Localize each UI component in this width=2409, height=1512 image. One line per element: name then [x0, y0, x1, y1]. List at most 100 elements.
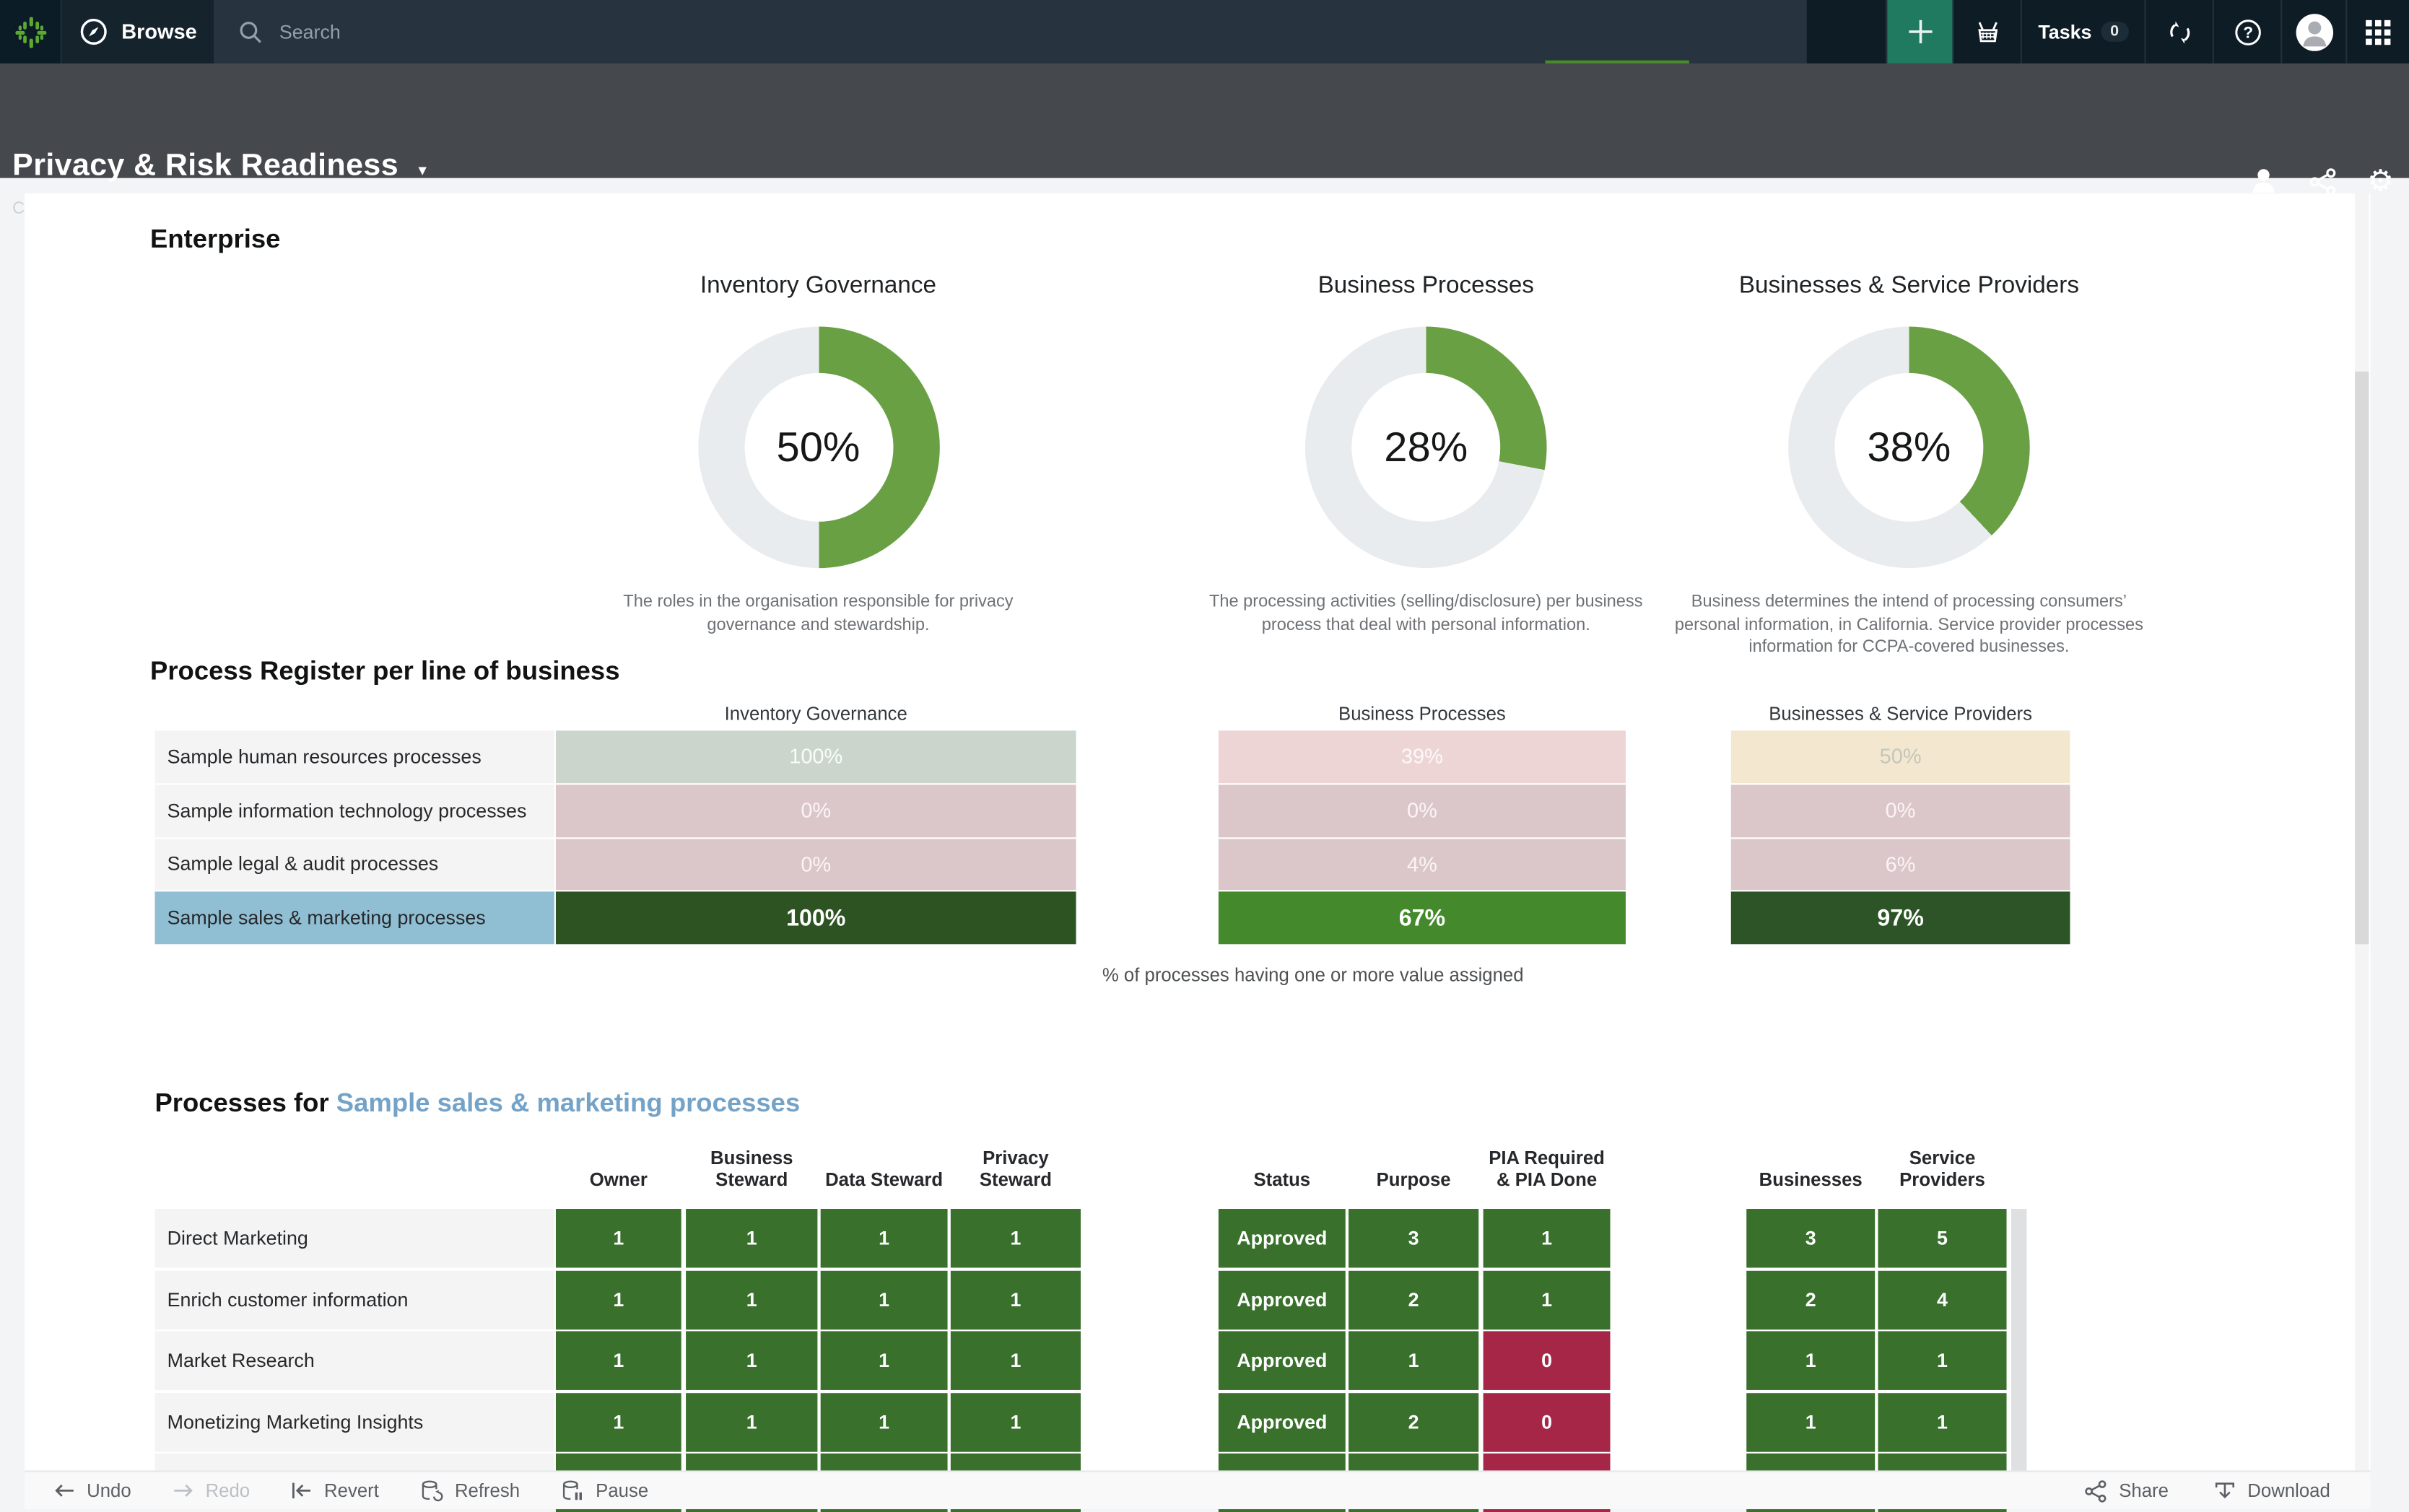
cell-businesses[interactable]: 1 [1746, 1331, 1876, 1390]
donut-chart-inventory-governance[interactable]: 50% [697, 326, 939, 569]
browse-button[interactable]: Browse [61, 0, 214, 64]
cell-status[interactable]: Approved [1218, 1270, 1346, 1329]
register-row-label[interactable]: Sample legal & audit processes [154, 838, 554, 891]
cell-privacy-steward[interactable]: 1 [950, 1392, 1081, 1451]
cell-pia[interactable]: 1 [1483, 1270, 1611, 1329]
cell-purpose[interactable]: 2 [1349, 1392, 1479, 1451]
download-label: Download [2247, 1480, 2330, 1502]
search-input[interactable]: Search [214, 0, 1807, 64]
collibra-logo[interactable] [0, 0, 61, 64]
help-button[interactable]: ? [2212, 0, 2281, 64]
cell-businesses[interactable]: 3 [1746, 1209, 1876, 1268]
cell-business-steward[interactable]: 1 [686, 1331, 818, 1390]
cell-pia[interactable]: 0 [1483, 1392, 1611, 1451]
tasks-button[interactable]: Tasks 0 [2020, 0, 2145, 64]
register-row-label[interactable]: Sample information technology processes [154, 784, 554, 837]
download-button[interactable]: Download [2212, 1479, 2330, 1502]
cell-status[interactable]: Approved [1218, 1209, 1346, 1268]
register-cell[interactable]: 6% [1730, 838, 2070, 891]
register-row-label-selected[interactable]: Sample sales & marketing processes [154, 892, 554, 945]
register-cell[interactable]: 50% [1730, 730, 2070, 783]
revert-label: Revert [324, 1480, 379, 1502]
column-pia: 1 1 0 0 [1483, 1209, 1611, 1512]
processes-heading-link[interactable]: Sample sales & marketing processes [336, 1088, 801, 1118]
user-avatar[interactable] [2281, 0, 2345, 64]
app-switcher-button[interactable] [2345, 0, 2409, 64]
help-icon: ? [2234, 19, 2260, 45]
process-row-label[interactable]: Enrich customer information [154, 1270, 554, 1329]
cell-service-providers[interactable]: 4 [1878, 1270, 2007, 1329]
register-col-header-business-processes: Business Processes [1338, 702, 1506, 725]
user-access-icon[interactable] [2248, 165, 2279, 196]
process-table-scrollbar[interactable] [2011, 1209, 2027, 1471]
cell-owner[interactable]: 1 [555, 1270, 681, 1329]
register-cell[interactable]: 0% [555, 838, 1076, 891]
pause-button[interactable]: Pause [560, 1479, 648, 1502]
cell-data-steward[interactable]: 1 [820, 1331, 948, 1390]
donut-caption: The processing activities (selling/discl… [1208, 593, 1643, 634]
redo-label: Redo [205, 1480, 251, 1502]
donut-group-business-processes: Business Processes 28% The processing ac… [1192, 272, 1660, 636]
cell-purpose[interactable]: 1 [1349, 1331, 1479, 1390]
cell-business-steward[interactable]: 1 [686, 1209, 818, 1268]
donut-title: Businesses & Service Providers [1738, 272, 2079, 299]
cell-purpose[interactable]: 2 [1349, 1270, 1479, 1329]
cell-status[interactable]: Approved [1218, 1392, 1346, 1451]
register-cell[interactable]: 0% [1730, 784, 2070, 837]
create-button[interactable] [1886, 0, 1953, 64]
cell-purpose[interactable]: 3 [1349, 1209, 1479, 1268]
donut-chart-business-processes[interactable]: 28% [1304, 326, 1547, 569]
cell-owner[interactable]: 1 [555, 1331, 681, 1390]
register-cell[interactable]: 0% [555, 784, 1076, 837]
register-cell-selected[interactable]: 97% [1730, 892, 2070, 945]
cell-business-steward[interactable]: 1 [686, 1270, 818, 1329]
register-cell-selected[interactable]: 100% [555, 892, 1076, 945]
cell-businesses[interactable]: 1 [1746, 1392, 1876, 1451]
cell-owner[interactable]: 1 [555, 1392, 681, 1451]
cell-service-providers[interactable]: 1 [1878, 1392, 2007, 1451]
dashboard-title-bar: Privacy & Risk Readiness ▼ Collibra Insi… [0, 63, 2409, 218]
register-cell[interactable]: 0% [1218, 784, 1626, 837]
donut-chart-businesses-service-providers[interactable]: 38% [1788, 326, 2030, 569]
register-cell[interactable]: 100% [555, 730, 1076, 783]
share-icon[interactable] [2309, 167, 2338, 196]
cell-data-steward[interactable]: 1 [820, 1392, 948, 1451]
gear-icon[interactable]: ⚙ [2367, 165, 2394, 198]
process-row-label[interactable]: Monetizing Marketing Insights [154, 1392, 554, 1451]
cell-pia[interactable]: 1 [1483, 1209, 1611, 1268]
revert-button[interactable]: Revert [290, 1480, 379, 1501]
register-cell[interactable]: 4% [1218, 838, 1626, 891]
col-header-data-steward: Data Steward [825, 1168, 944, 1191]
nav-right-cluster: Tasks 0 ? [1806, 0, 2409, 64]
cell-service-providers[interactable]: 5 [1878, 1209, 2007, 1268]
process-row-label[interactable]: Direct Marketing [154, 1209, 554, 1268]
register-cell[interactable]: 39% [1218, 730, 1626, 783]
cell-businesses[interactable]: 2 [1746, 1270, 1876, 1329]
cell-privacy-steward[interactable]: 1 [950, 1331, 1081, 1390]
cell-service-providers[interactable]: 1 [1878, 1331, 2007, 1390]
cell-pia[interactable]: 0 [1483, 1331, 1611, 1390]
cell-status[interactable]: Approved [1218, 1331, 1346, 1390]
register-cell-selected[interactable]: 67% [1218, 892, 1626, 945]
refresh-button[interactable]: Refresh [419, 1479, 520, 1502]
col-header-business-steward: Business Steward [710, 1148, 793, 1191]
redo-button[interactable]: Redo [171, 1480, 250, 1501]
column-privacy-steward: 1 1 1 1 [950, 1209, 1081, 1512]
cell-privacy-steward[interactable]: 1 [950, 1270, 1081, 1329]
donut-title: Inventory Governance [700, 272, 937, 299]
cell-business-steward[interactable]: 1 [686, 1392, 818, 1451]
register-row-label[interactable]: Sample human resources processes [154, 730, 554, 783]
sync-button[interactable] [2144, 0, 2212, 64]
canvas-scrollbar-thumb[interactable] [2355, 371, 2369, 945]
dashboard-title-dropdown[interactable]: Privacy & Risk Readiness ▼ [12, 149, 430, 184]
share-button[interactable]: Share [2083, 1479, 2169, 1502]
cell-owner[interactable]: 1 [555, 1209, 681, 1268]
cell-data-steward[interactable]: 1 [820, 1270, 948, 1329]
cell-privacy-steward[interactable]: 1 [950, 1209, 1081, 1268]
refresh-data-icon [422, 1480, 443, 1501]
cell-data-steward[interactable]: 1 [820, 1209, 948, 1268]
undo-button[interactable]: Undo [53, 1480, 131, 1501]
process-row-label[interactable]: Market Research [154, 1331, 554, 1390]
donut-group-inventory-governance: Inventory Governance 50% The roles in th… [604, 272, 1032, 636]
data-basket-button[interactable] [1952, 0, 2020, 64]
